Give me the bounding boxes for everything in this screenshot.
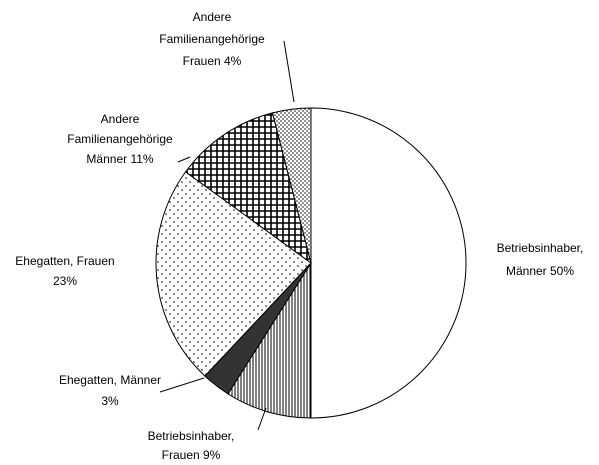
pie-slice — [184, 112, 312, 265]
slice-label: Andere — [193, 10, 232, 24]
slice-label: Familienangehörige — [159, 32, 265, 46]
pie-slice — [310, 107, 467, 419]
pie-slice — [271, 107, 312, 264]
slice-label: Männer 50% — [506, 264, 574, 278]
pie-slice — [227, 261, 312, 419]
slice-label: Männer 11% — [86, 152, 153, 166]
slice-label: 3% — [101, 394, 119, 408]
slice-label: Familienangehörige — [67, 132, 173, 146]
leader-line — [283, 40, 295, 103]
slice-label: 23% — [53, 274, 77, 288]
leader-line — [177, 156, 191, 163]
slice-label: Ehegatten, Frauen — [15, 254, 114, 268]
slice-label: Ehegatten, Männer — [59, 373, 161, 387]
pie-slice — [155, 171, 312, 377]
slice-label: Andere — [101, 112, 140, 126]
slice-label: Frauen 4% — [183, 54, 242, 68]
slice-label: Frauen 9% — [162, 448, 221, 462]
leader-line — [257, 407, 267, 431]
leader-line — [159, 377, 205, 393]
slice-label: Betriebsinhaber, — [148, 429, 235, 443]
slice-label: Betriebsinhaber, — [497, 241, 584, 255]
